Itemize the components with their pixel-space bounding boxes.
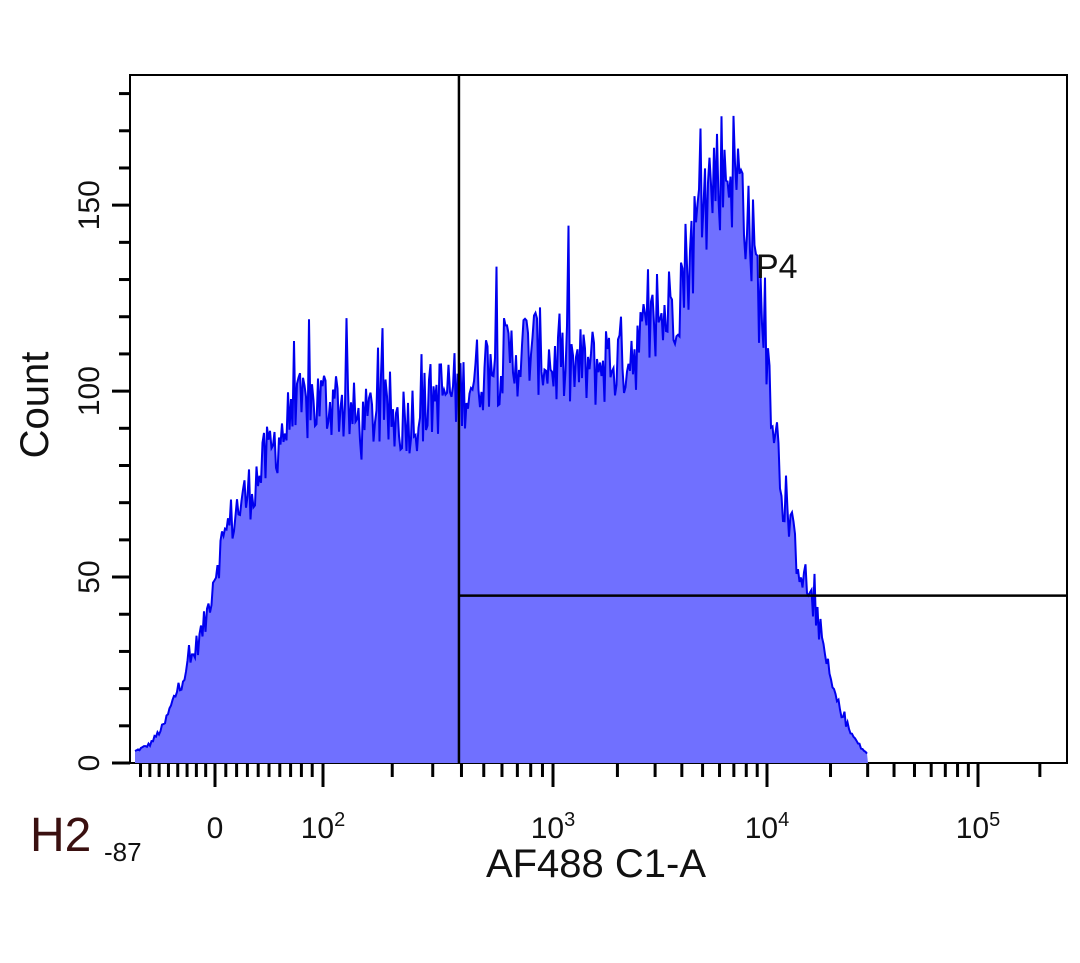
x-tick-label: 0 bbox=[207, 812, 224, 845]
y-tick-label: 100 bbox=[73, 366, 106, 416]
y-tick-label: 50 bbox=[73, 560, 106, 593]
y-axis: 0 50 100 150 bbox=[73, 92, 130, 772]
histogram-outline bbox=[134, 115, 868, 755]
x-tick-label: 102 bbox=[301, 809, 346, 845]
gate-label: P4 bbox=[756, 248, 798, 286]
x-axis: 0 102 103 104 105 bbox=[139, 763, 1042, 845]
y-tick-label: 0 bbox=[73, 755, 106, 772]
axis-offset-label: -87 bbox=[104, 837, 142, 867]
histogram-fill bbox=[135, 115, 868, 763]
x-axis-label: AF488 C1-A bbox=[486, 842, 706, 886]
x-tick-label: 104 bbox=[745, 809, 790, 845]
y-axis-label: Count bbox=[13, 352, 57, 459]
x-tick-label: 103 bbox=[531, 809, 576, 845]
histogram-layer bbox=[134, 115, 868, 763]
panel-label: H2 bbox=[30, 809, 91, 862]
gate-layer: P4 bbox=[457, 75, 1067, 763]
y-tick-label: 150 bbox=[73, 180, 106, 230]
x-tick-label: 105 bbox=[956, 809, 1001, 845]
